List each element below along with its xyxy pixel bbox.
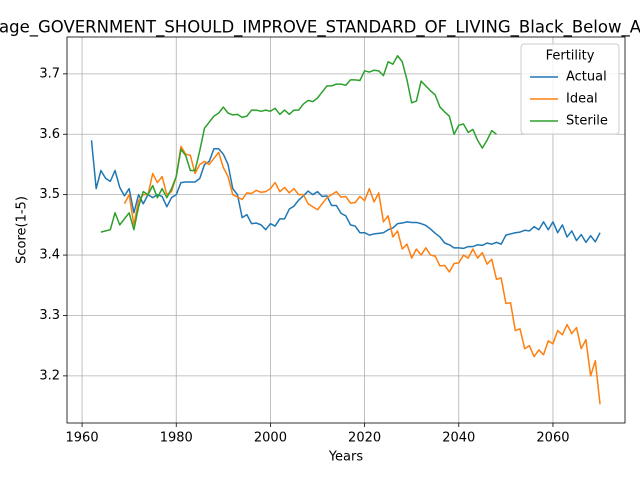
y-tick-label: 3.5: [39, 187, 60, 202]
legend-title: Fertility: [546, 49, 595, 64]
y-tick-label: 3.4: [39, 248, 60, 263]
data-line: [100, 54, 497, 233]
y-tick-label: 3.7: [39, 66, 60, 81]
y-tick-label: 3.2: [39, 368, 60, 383]
y-tick-label: 3.3: [39, 308, 60, 323]
legend-label: Sterile: [566, 114, 608, 129]
x-tick-label: 1960: [66, 431, 99, 446]
legend-box: [520, 43, 620, 135]
plot-frame: [66, 36, 626, 424]
y-tick-label: 3.6: [39, 127, 60, 142]
x-axis-label: Years: [328, 450, 364, 465]
data-line: [90, 140, 601, 250]
data-line: [123, 145, 601, 405]
chart-title: age_GOVERNMENT_SHOULD_IMPROVE_STANDARD_O…: [0, 18, 640, 38]
legend-label: Actual: [566, 70, 607, 85]
x-tick-label: 2060: [536, 431, 569, 446]
x-tick-label: 2000: [254, 431, 287, 446]
legend-label: Ideal: [566, 92, 598, 107]
x-tick-label: 2040: [442, 431, 475, 446]
x-tick-label: 2020: [348, 431, 381, 446]
y-axis-label: Score(1-5): [15, 196, 30, 264]
x-tick-label: 1980: [160, 431, 193, 446]
